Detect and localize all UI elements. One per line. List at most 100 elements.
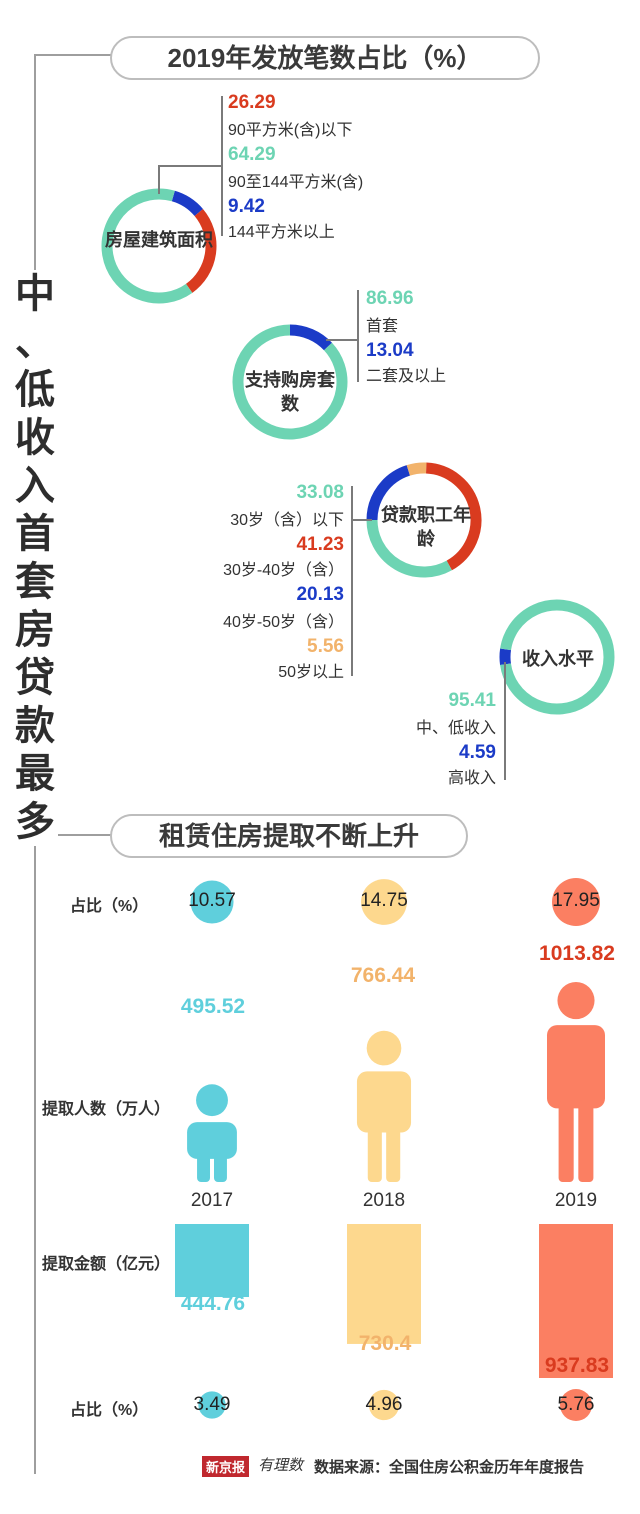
year-2019: 2019 xyxy=(554,1190,598,1211)
people-2017: 495.52 xyxy=(180,995,246,1018)
donut3-title: 贷款职工年龄 xyxy=(381,505,471,549)
row-label-people: 提取人数（万人） xyxy=(42,1101,171,1118)
amount-bar xyxy=(539,1224,613,1378)
donut3-label-1: 30岁（含）以下 xyxy=(230,512,344,529)
share-bottom-2018: 4.96 xyxy=(365,1394,403,1415)
year-2018: 2018 xyxy=(362,1190,406,1211)
share-top-2017: 10.57 xyxy=(188,890,236,911)
vertical-title-char: 房 xyxy=(15,608,55,652)
donut3-value-2: 41.23 xyxy=(296,534,344,555)
amount-2019: 937.83 xyxy=(544,1354,610,1377)
donut4-title: 收入水平 xyxy=(522,649,594,669)
donut2-label-2: 二套及以上 xyxy=(366,368,447,385)
person-body xyxy=(356,1071,412,1133)
share-top-2019: 17.95 xyxy=(552,890,600,911)
data-source: 数据来源：全国住房公积金历年年度报告 xyxy=(314,1459,585,1476)
section1-title: 2019年发放笔数占比（%） xyxy=(110,36,540,80)
person-head xyxy=(196,1084,228,1117)
share-bottom-circle xyxy=(368,1389,400,1421)
donut1-value-3: 9.42 xyxy=(228,196,265,217)
amount-2017: 444.76 xyxy=(180,1292,246,1315)
share-bottom-circle xyxy=(560,1389,592,1421)
donut1-title: 房屋建筑面积 xyxy=(105,230,213,250)
share-top-circle xyxy=(361,879,407,925)
donut1-label-2: 90至144平方米(含) xyxy=(228,174,364,191)
donut4-label-1: 中、低收入 xyxy=(415,720,496,737)
donut2-value-2: 13.04 xyxy=(366,340,414,361)
donut4-value-1: 95.41 xyxy=(448,690,496,711)
vertical-title-char: 入 xyxy=(15,464,55,508)
vertical-title-char: 、 xyxy=(15,320,55,364)
donut1-value-1: 26.29 xyxy=(228,92,276,113)
share-bottom-2017: 3.49 xyxy=(193,1394,231,1415)
person-leg-right xyxy=(213,1150,227,1182)
donut3-slice-3 xyxy=(366,465,411,521)
donut2-slice-1 xyxy=(232,324,348,440)
donut3-value-4: 5.56 xyxy=(307,636,344,657)
vertical-title-char: 贷 xyxy=(15,656,55,700)
person-body xyxy=(547,1025,605,1109)
person-head xyxy=(366,1030,402,1066)
vertical-title-char: 收 xyxy=(15,416,55,460)
share-bottom-2019: 5.76 xyxy=(557,1394,595,1415)
row-label-amount: 提取金额（亿元） xyxy=(42,1256,171,1273)
share-top-circle xyxy=(190,880,234,924)
vertical-title: 中、低收入首套房贷款最多 xyxy=(12,270,58,846)
people-2018: 766.44 xyxy=(350,964,416,987)
person-leg-left xyxy=(367,1124,382,1182)
donut4-label-2: 高收入 xyxy=(447,770,496,787)
person-leg-right xyxy=(386,1124,401,1182)
donut1-slice-1 xyxy=(185,208,217,293)
person-body xyxy=(187,1122,237,1159)
donut3-slice-1 xyxy=(366,519,452,578)
donut1-value-2: 64.29 xyxy=(228,144,276,165)
top-rule xyxy=(34,54,114,56)
amount-2018: 730.4 xyxy=(358,1332,412,1355)
donut3-value-3: 20.13 xyxy=(296,584,344,605)
donut3-slice-4 xyxy=(406,462,427,476)
row-label-share-bottom: 占比（%） xyxy=(70,1402,149,1419)
vertical-title-char: 套 xyxy=(15,560,55,604)
donut1-connector xyxy=(158,165,222,194)
donut1-label-1: 90平方米(含)以下 xyxy=(228,122,353,139)
donut3-slice-2 xyxy=(425,462,482,571)
vertical-title-char: 款 xyxy=(15,704,55,748)
vertical-title-char: 低 xyxy=(15,368,55,412)
row-label-share-top: 占比（%） xyxy=(70,898,149,915)
donut2-title: 支持购房套数 xyxy=(245,370,335,414)
donut2-value-1: 86.96 xyxy=(366,288,414,309)
vertical-title-char: 首 xyxy=(15,512,55,556)
donut1-label-3: 144平方米以上 xyxy=(228,224,335,241)
donut1-slice-2 xyxy=(101,188,193,304)
share-top-circle xyxy=(552,878,600,926)
brand-logo-2: 有理数 xyxy=(258,1457,304,1474)
person-leg-left xyxy=(197,1150,211,1182)
donut3-label-3: 40岁-50岁（含） xyxy=(223,614,344,631)
year-2017: 2017 xyxy=(190,1190,234,1211)
brand-logo: 新京报 xyxy=(202,1456,250,1477)
amount-bar xyxy=(347,1224,421,1344)
person-leg-left xyxy=(558,1100,574,1182)
donut4-slice-1 xyxy=(500,599,615,715)
donut2-slice-2 xyxy=(289,324,333,351)
donut3-value-1: 33.08 xyxy=(296,482,344,503)
donut1-slice-3 xyxy=(171,190,203,217)
share-top-2018: 14.75 xyxy=(360,890,408,911)
donut3-label-4: 50岁以上 xyxy=(278,664,344,681)
section2-title: 租赁住房提取不断上升 xyxy=(110,814,468,858)
person-leg-right xyxy=(578,1100,594,1182)
person-head xyxy=(557,982,595,1020)
vertical-title-char: 多 xyxy=(15,800,55,844)
vertical-title-char: 最 xyxy=(15,752,55,796)
people-2019: 1013.82 xyxy=(539,942,615,965)
mid-rule xyxy=(34,834,114,836)
donut2-label-1: 首套 xyxy=(366,318,399,335)
share-bottom-circle xyxy=(198,1391,226,1419)
vertical-title-char: 中 xyxy=(15,272,55,316)
amount-bar xyxy=(175,1224,249,1298)
donut3-label-2: 30岁-40岁（含） xyxy=(223,562,344,579)
donut4-value-2: 4.59 xyxy=(459,742,496,763)
